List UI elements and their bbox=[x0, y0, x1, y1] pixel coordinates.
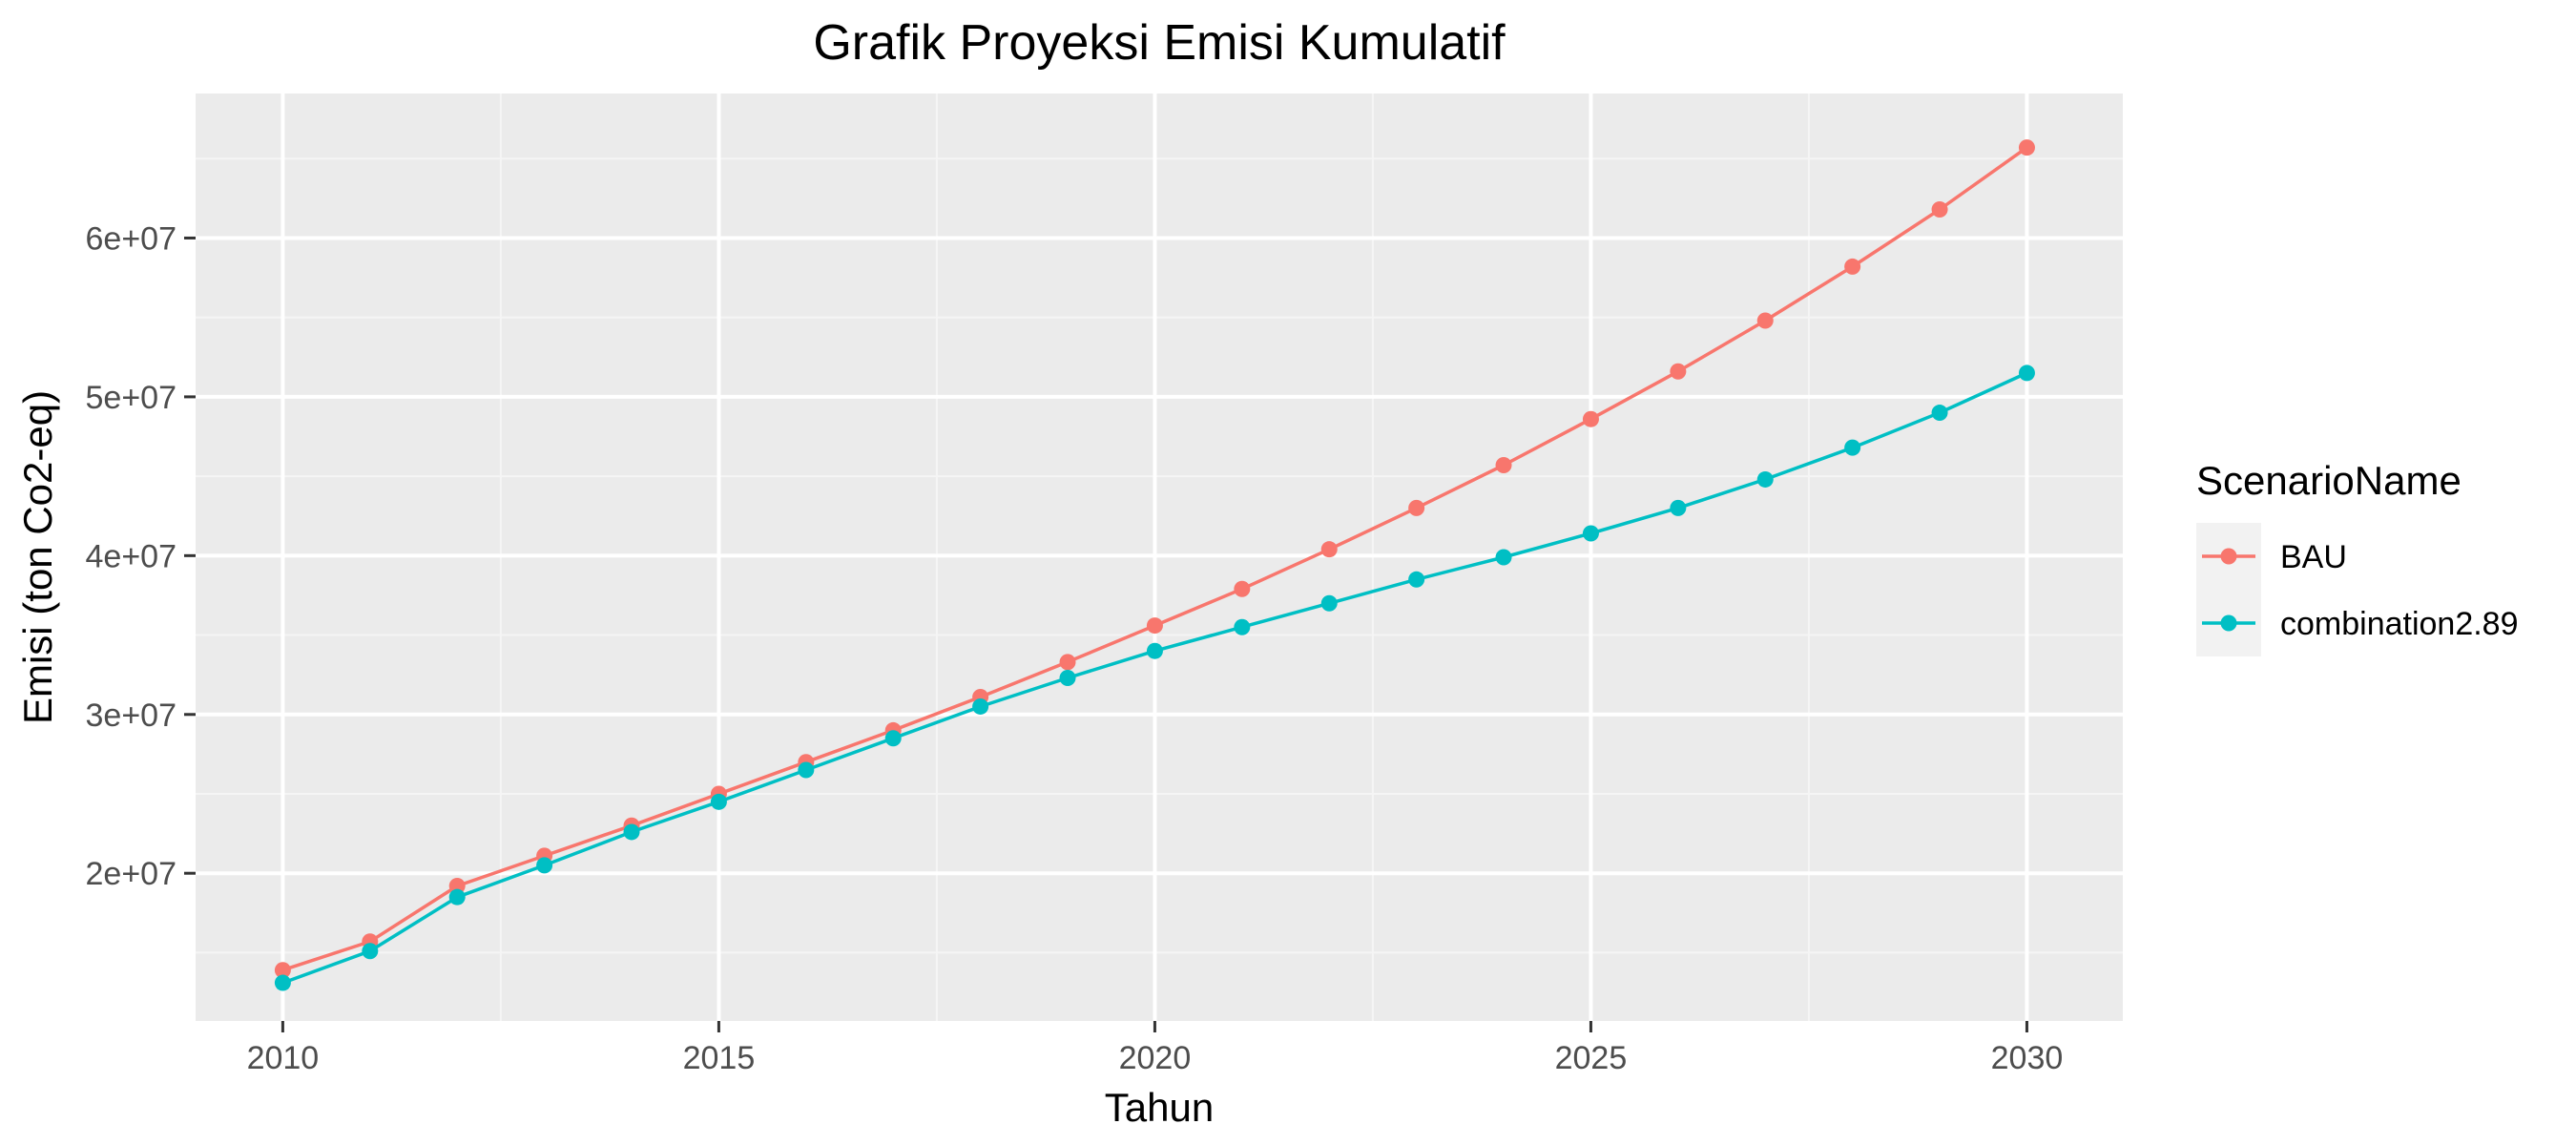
x-tick-label: 2025 bbox=[1555, 1040, 1628, 1076]
data-point bbox=[2018, 139, 2035, 156]
data-point bbox=[1408, 499, 1425, 516]
data-point bbox=[1495, 549, 1512, 566]
grid-lines bbox=[196, 94, 2123, 1021]
legend-key-point bbox=[2220, 614, 2237, 632]
data-point bbox=[1234, 580, 1251, 597]
data-point bbox=[1495, 456, 1512, 473]
y-tick-label: 4e+07 bbox=[86, 538, 177, 574]
data-point bbox=[1320, 541, 1338, 558]
data-point bbox=[1582, 525, 1599, 542]
data-point bbox=[1059, 654, 1076, 671]
data-point bbox=[1320, 594, 1338, 612]
data-point bbox=[1931, 201, 1948, 218]
y-axis-title: Emisi (ton Co2-eq) bbox=[15, 390, 60, 724]
y-tick-label: 3e+07 bbox=[86, 697, 177, 734]
data-point bbox=[1408, 571, 1425, 588]
data-point bbox=[362, 943, 379, 960]
data-point bbox=[972, 697, 989, 715]
data-point bbox=[1059, 669, 1076, 686]
x-tick-label: 2030 bbox=[1991, 1040, 2064, 1076]
data-point bbox=[1234, 618, 1251, 635]
legend-key-point bbox=[2220, 548, 2237, 565]
y-axis: 2e+07 3e+07 4e+07 5e+07 6e+07 bbox=[86, 220, 196, 892]
data-point bbox=[448, 878, 466, 895]
data-point bbox=[1146, 642, 1163, 659]
chart-title: Grafik Proyeksi Emisi Kumulatif bbox=[813, 15, 1506, 71]
y-tick-label: 5e+07 bbox=[86, 380, 177, 416]
data-point bbox=[274, 974, 291, 991]
data-point bbox=[1844, 258, 1861, 275]
legend-title: ScenarioName bbox=[2196, 458, 2462, 503]
data-point bbox=[1931, 405, 1948, 422]
data-point bbox=[1844, 439, 1861, 456]
data-point bbox=[884, 730, 902, 747]
y-tick-label: 2e+07 bbox=[86, 856, 177, 892]
data-point bbox=[710, 793, 727, 810]
data-point bbox=[2018, 364, 2035, 382]
x-tick-label: 2010 bbox=[247, 1040, 320, 1076]
legend-item: BAU bbox=[2196, 523, 2347, 590]
series-layer bbox=[274, 139, 2035, 991]
legend-label: combination2.89 bbox=[2280, 606, 2519, 642]
data-point bbox=[623, 823, 640, 841]
y-tick-label: 6e+07 bbox=[86, 220, 177, 257]
series-combination2.89 bbox=[274, 364, 2035, 991]
data-point bbox=[798, 761, 815, 779]
data-point bbox=[1582, 410, 1599, 427]
data-point bbox=[536, 857, 553, 874]
data-point bbox=[448, 888, 466, 906]
data-point bbox=[1146, 617, 1163, 635]
data-point bbox=[1756, 312, 1774, 329]
x-axis: 2010 2015 2020 2025 2030 bbox=[247, 1021, 2064, 1076]
data-point bbox=[1670, 499, 1687, 516]
x-tick-label: 2020 bbox=[1119, 1040, 1192, 1076]
data-point bbox=[1756, 470, 1774, 488]
x-axis-title: Tahun bbox=[1105, 1085, 1214, 1130]
legend-label: BAU bbox=[2280, 539, 2347, 575]
legend: ScenarioName BAU combination2.89 bbox=[2196, 458, 2519, 656]
x-tick-label: 2015 bbox=[683, 1040, 756, 1076]
legend-item: combination2.89 bbox=[2196, 590, 2519, 656]
data-point bbox=[274, 962, 291, 979]
data-point bbox=[1670, 363, 1687, 380]
